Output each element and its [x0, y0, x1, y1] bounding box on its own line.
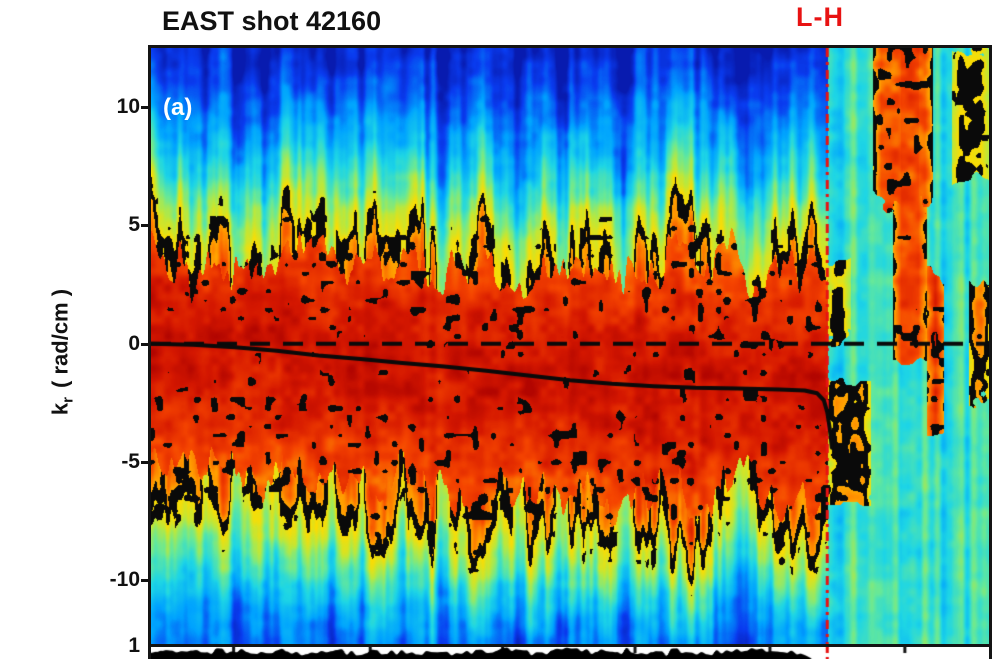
panel-a-label: (a) [163, 94, 193, 121]
y-tick-mark [141, 106, 149, 110]
y-tick-label: 5 [128, 213, 140, 237]
y-tick-mark [141, 224, 149, 228]
lower-panel-tick-label: 1 [128, 634, 140, 657]
spectrogram-canvas [151, 48, 989, 644]
lh-transition-label: L-H [796, 2, 844, 32]
y-tick-label: 10 [116, 95, 140, 119]
y-axis-label-symbol: k [47, 402, 73, 416]
y-tick-label: -10 [109, 568, 140, 592]
lower-panel-top-strip [148, 647, 992, 659]
spectrogram-panel: (a) [148, 45, 992, 647]
y-tick-label: 0 [128, 331, 140, 355]
y-axis-label: kr ( rad/cm ) [47, 289, 76, 415]
y-tick-mark [141, 342, 149, 346]
y-tick-label: -5 [121, 449, 140, 473]
lower-panel-trace-canvas [151, 647, 989, 659]
y-axis-label-units: ( rad/cm ) [47, 288, 73, 388]
figure-title: EAST shot 42160 [162, 6, 382, 36]
y-tick-mark [141, 460, 149, 464]
y-axis-label-subscript: r [59, 396, 77, 403]
y-tick-mark [141, 579, 149, 583]
